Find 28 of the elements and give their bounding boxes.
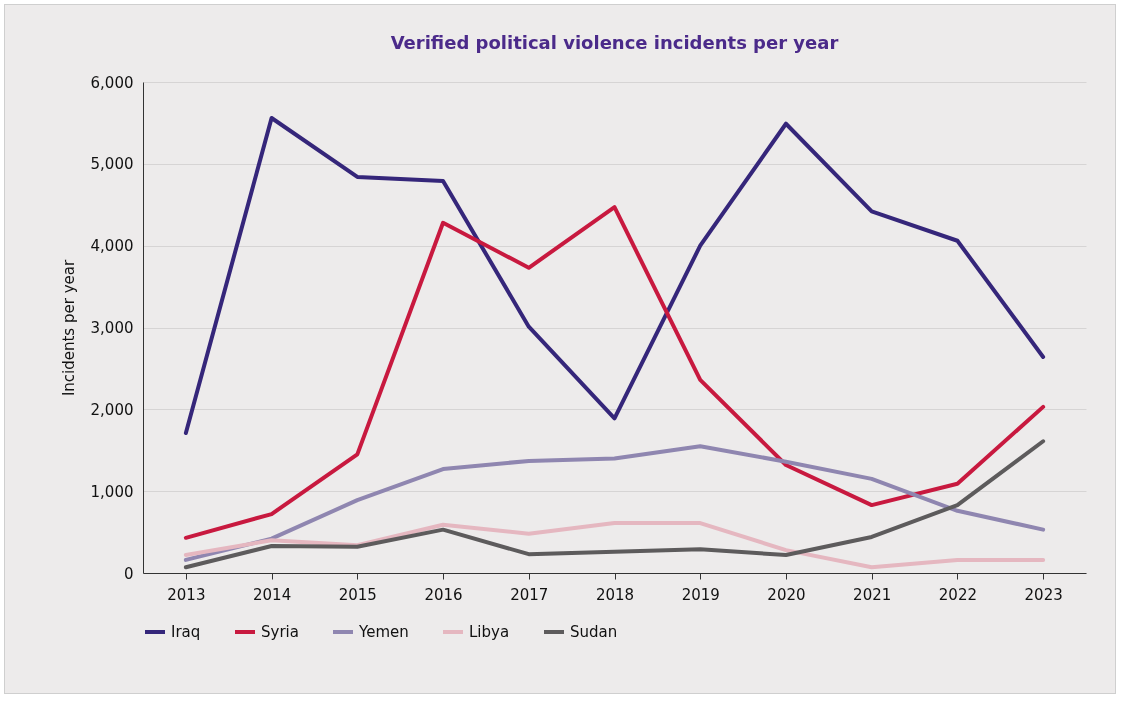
chart-title: Verified political violence incidents per year [390,32,839,53]
line-series [183,116,1046,436]
x-tick-label: 2018 [595,585,635,604]
x-tick-label: 2021 [853,585,892,604]
y-tick-label: 4,000 [90,237,134,256]
x-tick-label: 2014 [253,585,292,604]
x-tick-label: 2016 [424,585,463,604]
y-tick-label: 5,000 [90,155,134,174]
legend-label: Iraq [171,623,201,641]
legend-label: Yemen [358,623,409,641]
y-tick-label: 0 [123,564,134,583]
line-series [183,205,1046,540]
x-tick-label: 2022 [938,585,977,604]
y-tick-label: 2,000 [90,400,134,419]
y-tick-label: 6,000 [90,73,134,92]
legend-label: Syria [261,623,299,641]
legend-label: Libya [469,623,510,641]
x-tick-label: 2013 [167,585,206,604]
x-tick-label: 2015 [338,585,377,604]
y-tick-label: 3,000 [90,319,134,337]
x-tick-label: 2019 [681,585,720,604]
x-tick-label: 2020 [767,585,806,604]
x-tick-label: 2017 [510,585,549,604]
x-tick-label: 2023 [1024,585,1063,604]
y-axis-title: Incidents per year [59,259,78,397]
y-tick-label: 1,000 [90,482,134,501]
legend-label: Sudan [570,623,618,641]
line-series [183,521,1046,570]
